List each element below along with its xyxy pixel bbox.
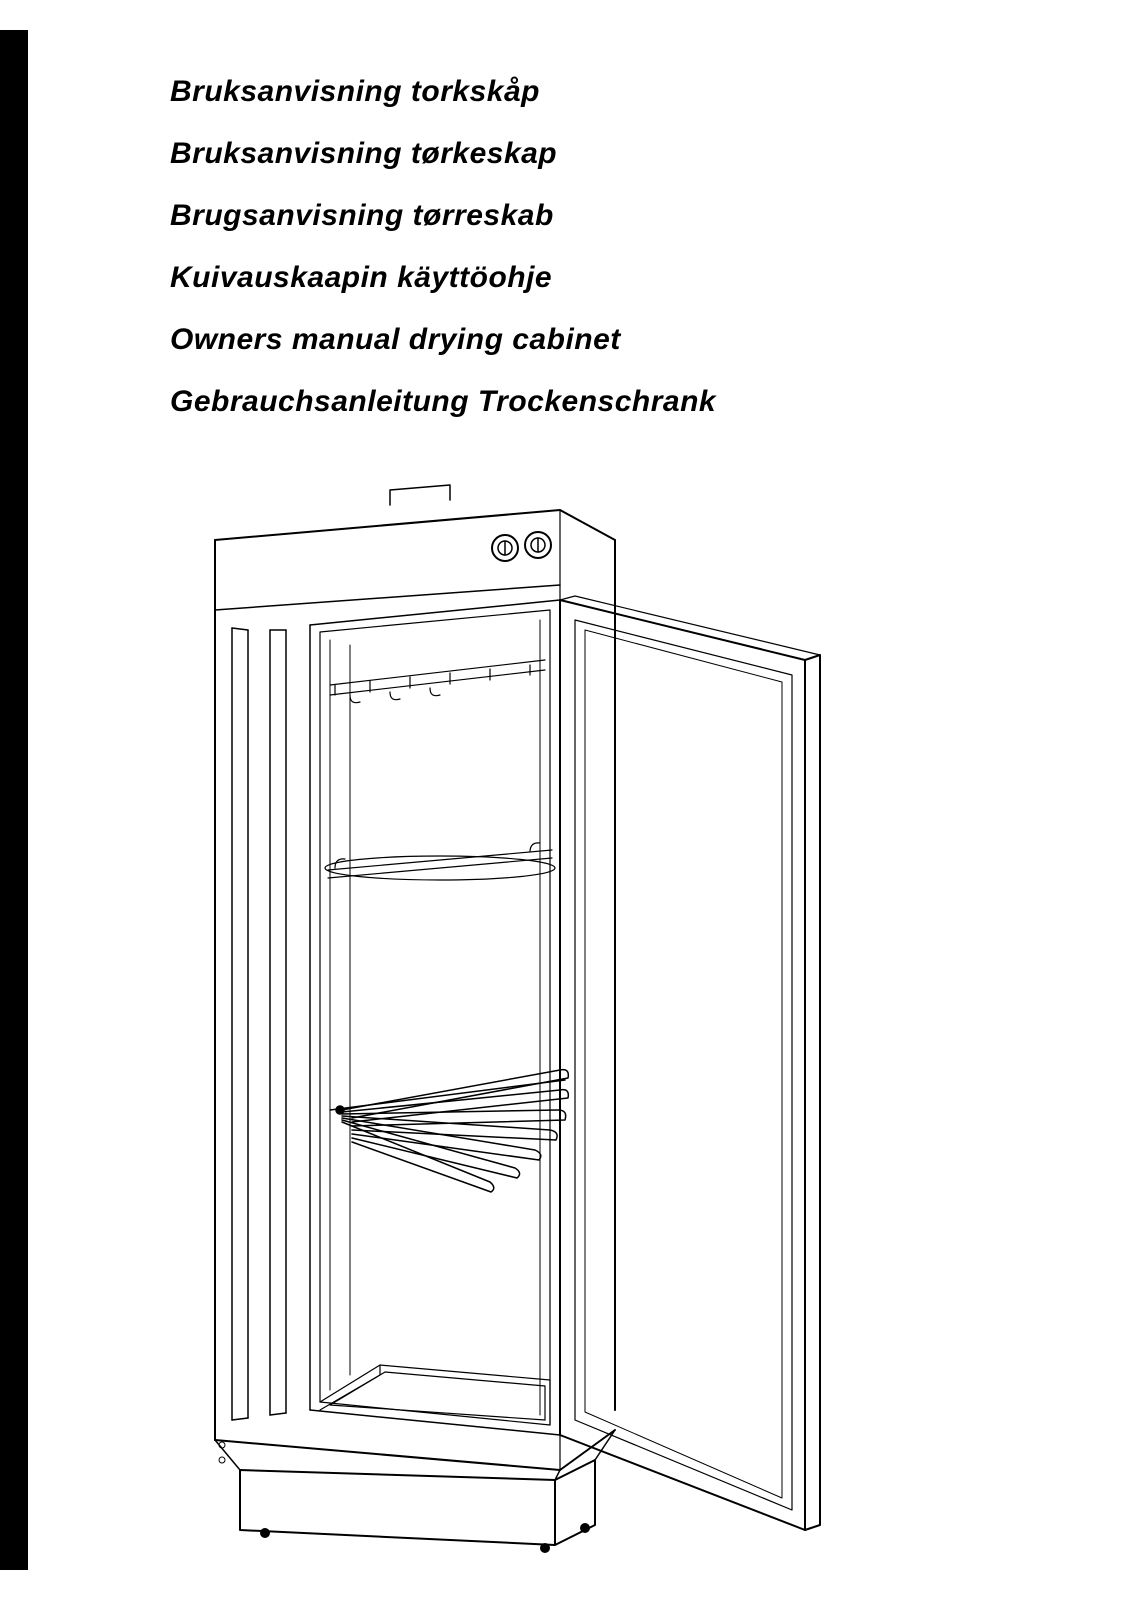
title-german: Gebrauchsanleitung Trockenschrank — [170, 385, 1030, 419]
title-block: Bruksanvisning torkskåp Bruksanvisning t… — [170, 75, 1030, 447]
shelf-top — [330, 660, 545, 703]
control-knob-2 — [525, 532, 551, 558]
title-norwegian: Bruksanvisning tørkeskap — [170, 137, 1030, 171]
shelf-middle — [325, 843, 555, 880]
title-swedish: Bruksanvisning torkskåp — [170, 75, 1030, 109]
title-danish: Brugsanvisning tørreskab — [170, 199, 1030, 233]
title-english: Owners manual drying cabinet — [170, 323, 1030, 357]
control-knob-1 — [492, 535, 518, 561]
cabinet-door — [560, 596, 820, 1530]
cabinet-illustration — [120, 470, 1000, 1570]
shelf-lower-hangers — [330, 1070, 568, 1192]
title-finnish: Kuivauskaapin käyttöohje — [170, 261, 1030, 295]
scan-left-edge — [0, 30, 28, 1570]
